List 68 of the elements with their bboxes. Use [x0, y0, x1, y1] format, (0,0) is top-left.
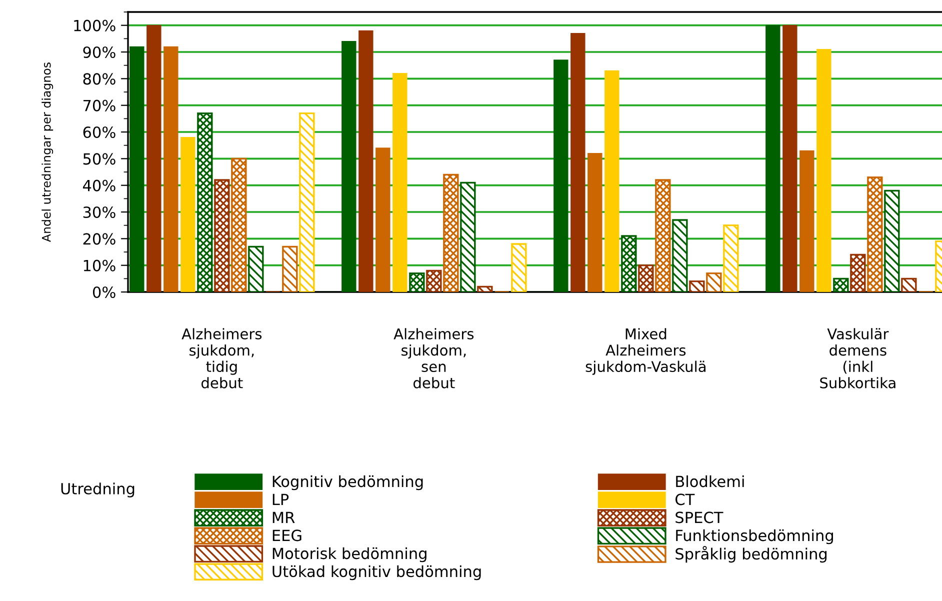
legend-label: CT: [675, 494, 695, 506]
legend-label: Utökad kognitiv bedömning: [272, 565, 481, 580]
bar: [901, 278, 917, 292]
bar: [850, 254, 866, 292]
bar: [248, 246, 264, 292]
y-tick-label: 40%: [82, 180, 116, 192]
bar: [342, 40, 356, 292]
x-tick-label: Alzheimers sjukdom, tidig debut: [182, 328, 262, 388]
legend-label: EEG: [272, 530, 302, 542]
bar: [164, 46, 178, 292]
bar: [638, 264, 654, 292]
bar: [443, 174, 459, 292]
bar: [621, 235, 637, 292]
bar: [867, 176, 883, 292]
x-tick-label: Mixed Alzheimers sjukdom-Vaskulä: [586, 328, 706, 375]
bar: [299, 112, 315, 292]
legend-label: Blodkemi: [676, 475, 744, 488]
bar: [197, 112, 213, 292]
bar: [358, 30, 374, 292]
bar: [282, 246, 298, 292]
legend-title: Utredning: [61, 482, 134, 498]
legend-label: LP: [272, 494, 289, 505]
bar: [655, 179, 671, 292]
bar: [511, 243, 527, 292]
bar: [782, 24, 798, 292]
bar: [604, 70, 620, 292]
bar: [689, 280, 705, 292]
bar: [130, 46, 144, 292]
bar: [231, 158, 247, 292]
y-axis-title: Andel utredningar per diagnos: [42, 62, 54, 242]
bar: [884, 190, 900, 292]
bar: [214, 179, 230, 292]
bar: [146, 24, 162, 292]
bar: [766, 24, 780, 292]
x-tick-label: Vaskulär demens (inkl Subkortika: [820, 328, 896, 388]
y-tick-label: 20%: [83, 233, 116, 245]
legend-label: MR: [272, 512, 295, 523]
y-tick-label: 50%: [83, 153, 116, 165]
y-tick-label: 100%: [74, 20, 116, 32]
x-tick-label: Alzheimers sjukdom, sen debut: [394, 328, 474, 388]
bar: [816, 48, 832, 292]
y-tick-label: 10%: [84, 260, 116, 272]
bar: [426, 270, 442, 292]
bar: [460, 182, 476, 292]
bar: [376, 148, 390, 292]
bar: [672, 219, 688, 292]
y-tick-label: 70%: [83, 100, 116, 112]
legend-label: SPECT: [676, 512, 724, 524]
bar: [588, 152, 602, 292]
bar: [570, 32, 586, 292]
legend-label: Funktionsbedömning: [676, 529, 833, 544]
y-tick-label: 90%: [83, 46, 116, 58]
legend-label: Språklig bedömning: [676, 546, 827, 563]
bar: [409, 272, 425, 292]
y-tick-label: 0%: [92, 286, 116, 298]
bar: [723, 224, 739, 292]
bar: [554, 60, 568, 292]
y-tick-label: 60%: [83, 126, 116, 138]
legend-label: Kognitiv bedömning: [272, 475, 423, 490]
legend-label: Motorisk bedömning: [272, 547, 426, 562]
bar: [392, 72, 408, 292]
bar: [706, 272, 722, 292]
bar: [180, 136, 196, 292]
bar: [833, 278, 849, 292]
bar: [800, 150, 814, 292]
y-tick-label: 30%: [83, 206, 116, 218]
bar: [477, 286, 493, 292]
y-tick-label: 80%: [83, 73, 116, 85]
